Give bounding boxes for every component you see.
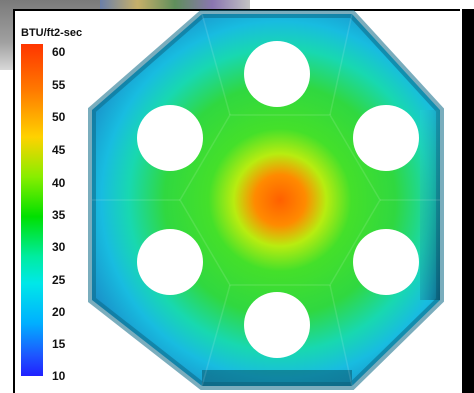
legend-title: BTU/ft2-sec <box>21 27 83 39</box>
hole <box>137 105 203 171</box>
colorbar <box>21 44 43 376</box>
hole <box>353 105 419 171</box>
legend-tick: 30 <box>52 240 66 254</box>
legend-tick: 15 <box>52 337 66 351</box>
frame-right-border <box>462 9 474 393</box>
background-artwork-strip <box>100 0 250 9</box>
legend-tick: 50 <box>52 110 66 124</box>
legend-tick: 55 <box>52 78 66 92</box>
legend-tick: 40 <box>52 176 66 190</box>
legend-tick: 10 <box>52 369 66 383</box>
legend-tick: 20 <box>52 305 66 319</box>
legend-tick: 60 <box>52 45 66 59</box>
legend-tick: 35 <box>52 208 66 222</box>
hole <box>137 229 203 295</box>
bottom-edge-shade <box>202 370 352 386</box>
right-edge-shade <box>420 110 440 300</box>
hole <box>244 292 310 358</box>
facet-lines <box>92 13 440 387</box>
legend-tick: 25 <box>52 273 66 287</box>
hole <box>244 41 310 107</box>
legend-tick: 45 <box>52 143 66 157</box>
hole <box>353 229 419 295</box>
